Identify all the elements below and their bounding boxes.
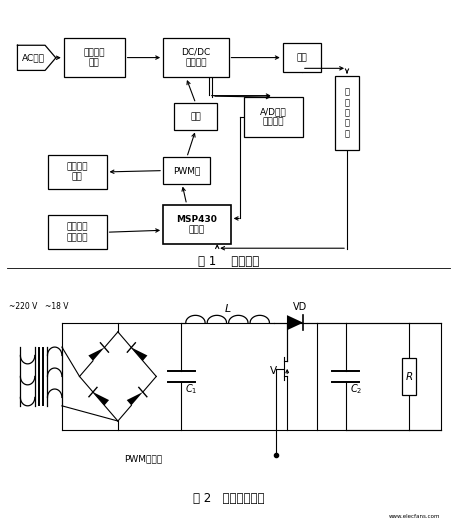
Bar xyxy=(48,215,106,249)
Text: PWM波: PWM波 xyxy=(173,166,201,175)
Polygon shape xyxy=(17,45,56,70)
Text: 驱动: 驱动 xyxy=(191,112,201,121)
Text: $C_1$: $C_1$ xyxy=(185,383,197,396)
Text: 图 1    系统框图: 图 1 系统框图 xyxy=(198,255,259,268)
Text: $L$: $L$ xyxy=(223,302,231,314)
Polygon shape xyxy=(93,392,109,405)
Bar xyxy=(402,358,416,395)
Text: A/D采样
电压反馈: A/D采样 电压反馈 xyxy=(260,107,287,127)
Text: 过
电
流
保
护: 过 电 流 保 护 xyxy=(345,87,350,138)
Bar xyxy=(163,157,210,184)
Text: ~18 V: ~18 V xyxy=(45,303,69,312)
Text: AC输入: AC输入 xyxy=(22,54,45,63)
Text: ~220 V: ~220 V xyxy=(9,303,37,312)
Text: $C_2$: $C_2$ xyxy=(350,383,362,396)
Bar xyxy=(163,38,228,77)
Text: MSP430
单片机: MSP430 单片机 xyxy=(176,215,218,234)
Bar xyxy=(244,97,303,137)
Bar xyxy=(64,38,125,77)
Polygon shape xyxy=(131,348,148,361)
Text: $R$: $R$ xyxy=(405,370,413,383)
Text: www.elecfans.com: www.elecfans.com xyxy=(389,514,441,519)
Bar xyxy=(163,205,231,244)
Text: 整流滤波
电路: 整流滤波 电路 xyxy=(84,48,105,67)
Bar xyxy=(335,76,359,149)
Text: V: V xyxy=(270,366,277,376)
Text: DC/DC
转换电路: DC/DC 转换电路 xyxy=(181,48,210,67)
Text: 负载: 负载 xyxy=(297,53,307,62)
Text: 键盘设定
基准电压: 键盘设定 基准电压 xyxy=(67,223,88,242)
Text: VD: VD xyxy=(292,302,307,312)
Polygon shape xyxy=(88,348,105,361)
Text: 电压电流
显示: 电压电流 显示 xyxy=(67,162,88,182)
Text: 图 2   升压斩波电路: 图 2 升压斩波电路 xyxy=(193,492,264,505)
Bar xyxy=(283,43,321,72)
Bar xyxy=(174,103,217,130)
Bar xyxy=(48,155,106,189)
Text: PWM波控制: PWM波控制 xyxy=(124,455,162,464)
Polygon shape xyxy=(127,392,143,405)
Polygon shape xyxy=(287,315,303,330)
